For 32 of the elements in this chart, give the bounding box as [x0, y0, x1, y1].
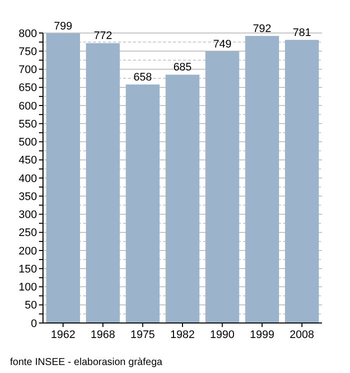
data-label: 685: [173, 62, 192, 74]
y-tick-label: 650: [18, 82, 37, 94]
y-tick-label: 50: [24, 300, 37, 312]
source-note: fonte INSEE - elaborasion gràfega: [10, 357, 163, 368]
y-tick-label: 100: [18, 282, 37, 294]
x-tick-label: 1975: [130, 329, 155, 341]
y-tick-label: 450: [18, 154, 37, 167]
x-tick-label: 1968: [90, 329, 116, 341]
data-label: 799: [54, 20, 72, 32]
y-tick-label: 0: [30, 318, 37, 330]
data-label: 772: [94, 30, 112, 42]
y-tick-label: 200: [18, 245, 37, 258]
x-tick-label: 1990: [210, 329, 235, 341]
x-tick-label: 1999: [250, 329, 274, 341]
y-tick-label: 250: [18, 227, 37, 240]
x-tick-label: 1962: [50, 329, 76, 341]
data-label: 792: [252, 22, 272, 35]
y-tick-label: 800: [18, 28, 37, 40]
y-tick-label: 500: [18, 136, 37, 149]
x-tick-label: 1982: [170, 329, 195, 341]
data-label: 781: [292, 26, 312, 39]
y-tick-label: 550: [18, 118, 37, 130]
y-tick-label: 300: [18, 209, 37, 222]
y-tick-label: 700: [18, 64, 37, 76]
y-tick-label: 400: [18, 172, 37, 185]
y-tick-label: 600: [18, 100, 37, 112]
y-tick-label: 150: [18, 263, 37, 276]
data-label: 658: [134, 71, 152, 84]
y-tick-label: 750: [18, 46, 37, 58]
y-tick-label: 350: [18, 190, 37, 203]
data-label: 749: [213, 38, 232, 50]
x-tick-label: 2008: [290, 329, 314, 341]
